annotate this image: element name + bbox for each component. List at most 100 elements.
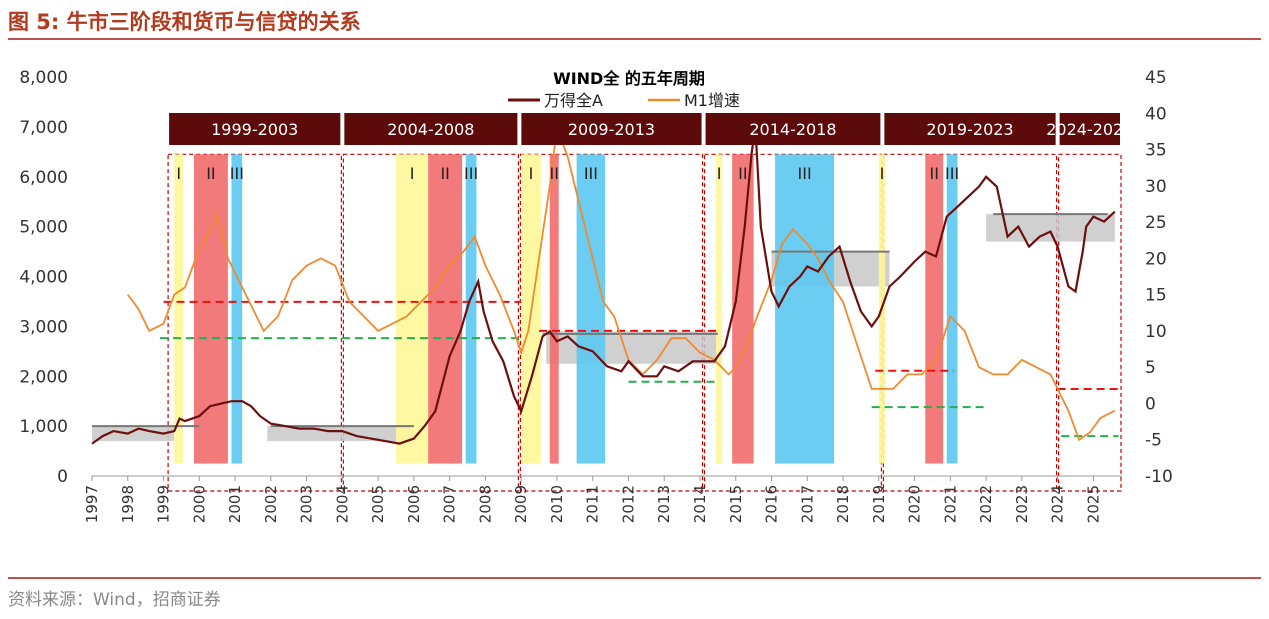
x-tick-label: 2004 — [333, 485, 351, 523]
y-right-tick-label: 10 — [1145, 322, 1167, 342]
x-tick-label: 2020 — [906, 485, 924, 523]
y-left-tick-label: 2,000 — [19, 367, 68, 387]
cycle-box — [882, 153, 1058, 492]
x-tick-label: 2013 — [655, 485, 673, 523]
cycle-box — [519, 153, 704, 492]
x-tick-label: 2001 — [226, 485, 244, 523]
stage-band — [174, 154, 184, 464]
x-tick-label: 2002 — [262, 485, 280, 523]
legend-label-wind-a: 万得全A — [544, 91, 603, 110]
x-tick-label: 2025 — [1084, 485, 1102, 523]
bottom-rule — [8, 577, 1261, 579]
x-tick-label: 2012 — [619, 485, 637, 523]
cycle-label: 2024-2028 — [1046, 120, 1133, 139]
stage-band — [465, 154, 477, 464]
y-left-tick-label: 8,000 — [19, 68, 68, 88]
x-tick-label: 2003 — [298, 485, 316, 523]
y-right-tick-label: -10 — [1145, 467, 1173, 487]
stage-label: II — [440, 164, 449, 183]
cycle-box — [342, 153, 519, 492]
x-tick-label: 2024 — [1049, 485, 1067, 523]
stage-band — [395, 154, 429, 464]
stage-band — [193, 154, 228, 464]
stage-label: III — [230, 164, 244, 183]
x-tick-label: 2006 — [405, 485, 423, 523]
cycle-header — [521, 113, 702, 145]
x-tick-label: 2010 — [548, 485, 566, 523]
plateau-band — [546, 331, 722, 364]
y-right-tick-label: -5 — [1145, 431, 1162, 451]
cycle-label: 1999-2003 — [211, 120, 298, 139]
y-left-tick-label: 6,000 — [19, 168, 68, 188]
stage-label: II — [930, 164, 939, 183]
plateau-band — [92, 426, 175, 442]
plateau-band — [267, 426, 414, 442]
y-left-tick-label: 3,000 — [19, 317, 68, 337]
stage-label: III — [464, 164, 478, 183]
series-line-wind-a — [91, 126, 1116, 445]
stage-band — [946, 154, 958, 464]
legend-label-m1: M1增速 — [684, 91, 740, 110]
stage-label: II — [738, 164, 747, 183]
y-left-tick-label: 0 — [57, 467, 68, 487]
stage-labels: I II III I II III I II III I II III I II III — [176, 164, 959, 183]
stage-label: II — [206, 164, 215, 183]
stage-band — [716, 154, 723, 464]
y-right-tick-label: 0 — [1145, 394, 1156, 414]
figure-title: 图 5: 牛市三阶段和货币与信贷的关系 — [8, 10, 361, 34]
cycle-label: 2019-2023 — [926, 120, 1013, 139]
reference-lines — [92, 213, 1119, 438]
stage-band — [775, 154, 835, 464]
cycle-header — [1059, 113, 1120, 145]
y-right-tick-label: 5 — [1145, 358, 1156, 378]
stage-band — [231, 154, 243, 464]
x-tick-label: 2000 — [190, 485, 208, 523]
top-rule — [8, 38, 1261, 40]
source-note: 资料来源：Wind，招商证券 — [8, 590, 221, 610]
y-right-tick-label: 25 — [1145, 213, 1167, 233]
y-right-tick-label: 45 — [1145, 68, 1167, 88]
cycle-box — [1058, 153, 1122, 492]
y-right-tick-label: 15 — [1145, 286, 1167, 306]
x-tick-label: 2005 — [369, 485, 387, 523]
stage-band — [428, 154, 463, 464]
chart-title: WIND全 的五年周期 — [553, 69, 705, 88]
legend: 万得全A M1增速 — [508, 91, 740, 110]
x-tick-label: 2023 — [1013, 485, 1031, 523]
cycle-header — [705, 113, 881, 145]
stage-band — [925, 154, 944, 464]
stage-label: I — [176, 164, 181, 183]
x-tick-label: 2008 — [476, 485, 494, 523]
x-tick-label: 2016 — [763, 485, 781, 523]
stage-label: I — [717, 164, 722, 183]
x-tick-label: 2022 — [977, 485, 995, 523]
cycle-label: 2014-2018 — [749, 120, 836, 139]
x-tick-label: 2021 — [941, 485, 959, 523]
cycle-label: 2004-2008 — [387, 120, 474, 139]
stage-label: I — [880, 164, 885, 183]
y-right-tick-label: 30 — [1145, 177, 1167, 197]
stage-band — [732, 154, 754, 464]
cycle-header — [169, 113, 341, 145]
cycle-box — [167, 153, 342, 492]
axes: 0 1,000 2,000 3,000 4,000 5,000 6,000 7,000 8,00… — [19, 68, 1172, 523]
series-line-m1 — [127, 127, 1116, 442]
x-tick-label: 2015 — [727, 485, 745, 523]
cycle-labels: 1999-2003 2004-2008 2009-2013 2014-2018 2019… — [169, 113, 1133, 145]
y-left-tick-label: 4,000 — [19, 268, 68, 288]
stage-band — [576, 154, 606, 464]
stage-label: I — [529, 164, 534, 183]
stage-label: III — [798, 164, 812, 183]
y-right-tick-label: 20 — [1145, 249, 1167, 269]
x-tick-label: 2011 — [584, 485, 602, 523]
y-left-tick-label: 1,000 — [19, 417, 68, 437]
x-tick-label: 2018 — [834, 485, 852, 523]
y-left-tick-label: 5,000 — [19, 218, 68, 238]
series-lines — [91, 126, 1116, 445]
y-left-tick-label: 7,000 — [19, 118, 68, 138]
x-tick-label: 2007 — [441, 485, 459, 523]
y-right-tick-label: 35 — [1145, 141, 1167, 161]
x-tick-label: 1999 — [155, 485, 173, 523]
cycle-header — [344, 113, 518, 145]
cycle-header — [884, 113, 1056, 145]
